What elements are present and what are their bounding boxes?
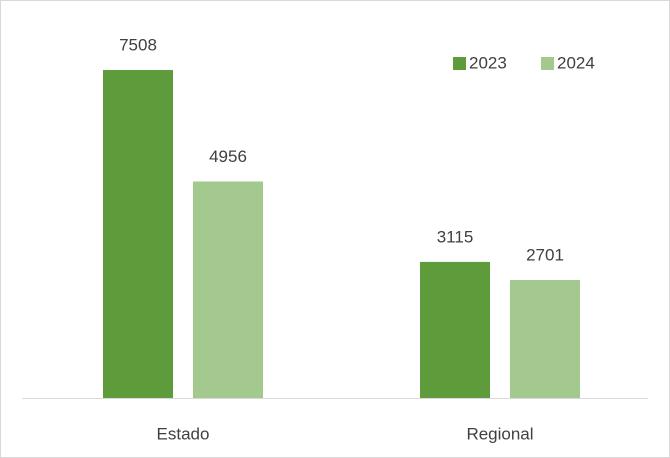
- bar: [193, 181, 263, 398]
- data-label: 3115: [437, 227, 474, 246]
- bar: [420, 261, 490, 398]
- legend-label: 2023: [469, 53, 507, 72]
- x-tick-label: Regional: [466, 424, 533, 443]
- data-label: 4956: [209, 147, 247, 166]
- legend-label: 2024: [557, 53, 595, 72]
- legend-swatch: [541, 57, 554, 70]
- legend-swatch: [453, 57, 466, 70]
- data-label: 2701: [526, 245, 564, 264]
- bar: [103, 70, 173, 398]
- x-tick-label: Estado: [157, 424, 210, 443]
- bar: [510, 280, 580, 398]
- data-label: 7508: [119, 35, 157, 54]
